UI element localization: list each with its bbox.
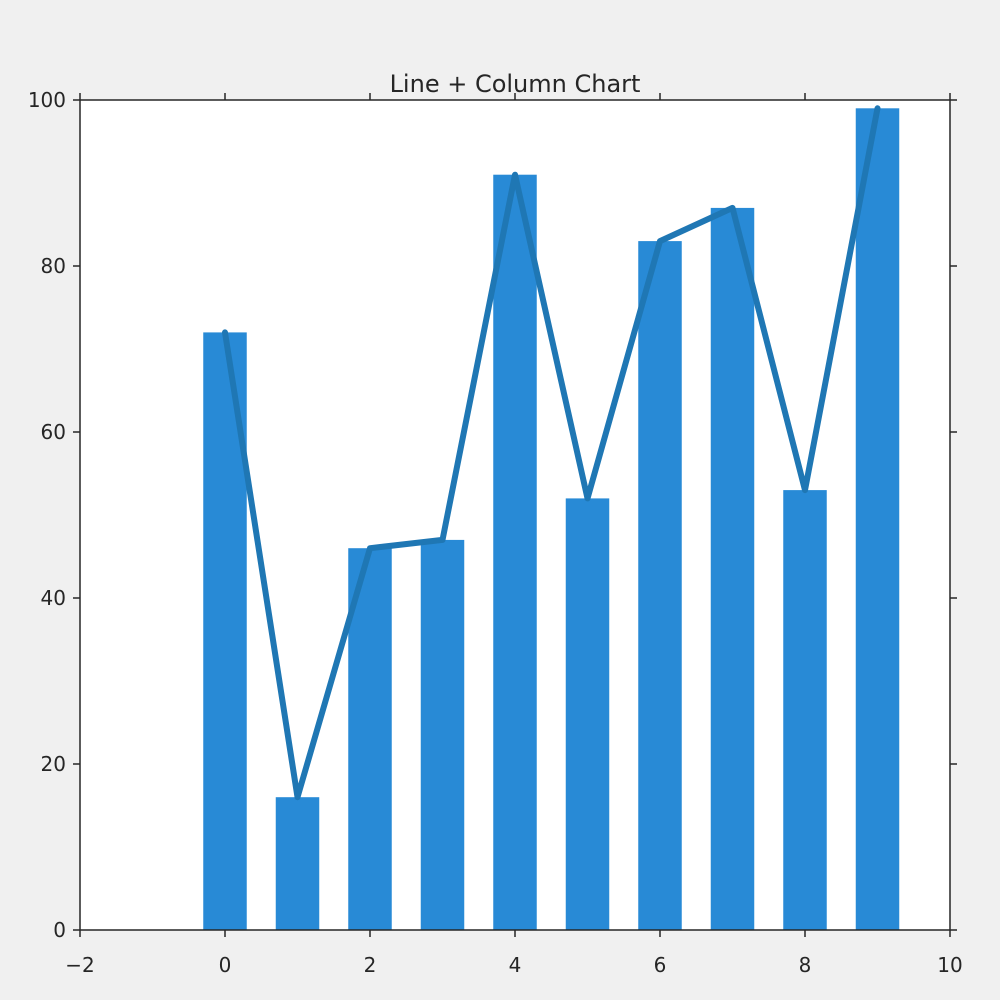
y-tick-label: 20 (41, 752, 66, 776)
x-tick-label: 2 (364, 953, 377, 977)
bar-8 (783, 490, 827, 930)
x-tick-label: 4 (509, 953, 522, 977)
y-tick-label: 100 (28, 88, 66, 112)
bar-5 (565, 498, 610, 930)
y-tick-label: 60 (41, 420, 66, 444)
bar-6 (638, 241, 682, 931)
bar-1 (275, 797, 320, 930)
x-tick-label: 8 (799, 953, 812, 977)
chart-title: Line + Column Chart (390, 70, 641, 98)
bar-3 (420, 539, 465, 930)
bar-2 (348, 548, 392, 930)
x-tick-label: −2 (65, 953, 94, 977)
bar-9 (855, 108, 900, 931)
bar-4 (493, 174, 537, 930)
y-tick-label: 0 (53, 918, 66, 942)
y-tick-label: 40 (41, 586, 66, 610)
line-series (222, 105, 881, 801)
bar-7 (710, 207, 755, 930)
line-layer (222, 105, 881, 801)
x-tick-label: 0 (219, 953, 232, 977)
y-tick-label: 80 (41, 254, 66, 278)
x-tick-label: 6 (654, 953, 667, 977)
x-tick-label: 10 (937, 953, 962, 977)
